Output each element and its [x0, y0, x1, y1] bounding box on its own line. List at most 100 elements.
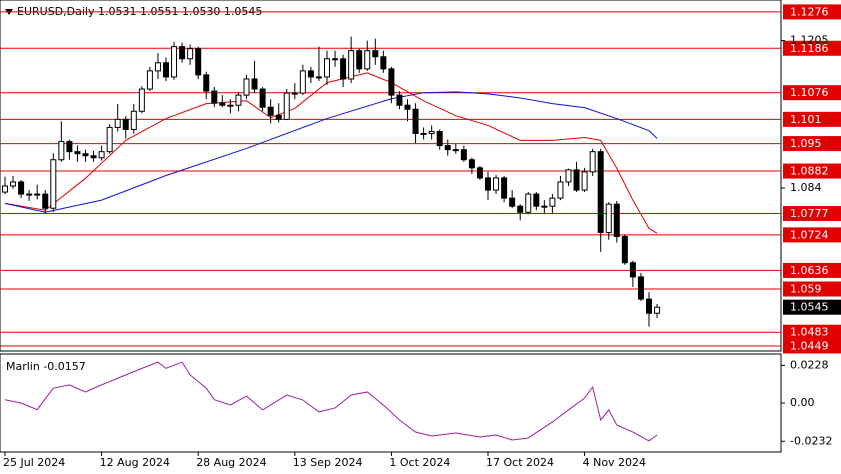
candle-body	[307, 70, 314, 78]
level-label: 1.1076	[790, 86, 829, 99]
candle-body	[613, 203, 620, 237]
candle-body	[203, 74, 210, 92]
candle-body	[130, 110, 137, 130]
candle-body	[34, 193, 41, 196]
candle-body	[412, 108, 419, 134]
candle-body	[436, 130, 443, 147]
candle-body	[452, 149, 459, 152]
level-label-bg	[783, 227, 841, 243]
level-label: 1.059	[790, 283, 822, 296]
candle-body	[517, 205, 524, 213]
level-label-bg	[783, 4, 841, 20]
x-tick-label: 12 Aug 2024	[100, 456, 170, 469]
candle-body	[501, 177, 508, 199]
x-tick-label: 25 Jul 2024	[3, 456, 65, 469]
candle-body	[364, 50, 371, 70]
candle-body	[533, 193, 540, 207]
candle-body	[428, 130, 435, 134]
x-tick-label: 4 Nov 2024	[583, 456, 646, 469]
candle-body	[58, 141, 65, 161]
candle-body	[195, 48, 202, 76]
candle-body	[573, 169, 580, 191]
candle-body	[291, 92, 298, 95]
candle-body	[114, 118, 121, 128]
candle-body	[509, 197, 516, 207]
candle-body	[372, 50, 379, 58]
indicator-panel	[0, 353, 782, 453]
candle-body	[275, 114, 282, 120]
x-tick-label: 28 Aug 2024	[196, 456, 266, 469]
candle-body	[163, 62, 169, 78]
candle-body	[2, 185, 8, 193]
candle-body	[154, 62, 161, 72]
candle-body	[66, 141, 73, 153]
candle-body	[460, 149, 467, 161]
candle-body	[179, 46, 186, 60]
candle-body	[324, 58, 330, 78]
candle-body	[380, 56, 387, 70]
candle-body	[356, 50, 363, 70]
candle-body	[251, 78, 258, 90]
indicator-line	[4, 361, 658, 442]
main-panel	[0, 0, 782, 352]
moving-average	[4, 91, 658, 213]
candle-body	[581, 171, 588, 191]
candle-body	[50, 159, 57, 209]
candle-body	[485, 177, 491, 191]
candle-body	[146, 70, 153, 90]
level-label: 1.0636	[790, 264, 829, 277]
y-tick-label: 1.084	[790, 181, 822, 194]
candle-body	[348, 50, 355, 80]
level-label: 1.0449	[790, 339, 829, 352]
candle-body	[605, 203, 612, 233]
indicator-label: Marlin -0.0157	[6, 360, 86, 373]
candle-body	[227, 104, 234, 107]
candle-body	[235, 94, 242, 106]
candle-body	[82, 153, 89, 157]
level-label: 1.1276	[790, 5, 829, 18]
candle-body	[106, 126, 113, 153]
candle-body	[138, 88, 145, 112]
level-label: 1.095	[790, 137, 822, 150]
level-label: 1.0483	[790, 326, 829, 339]
candle-body	[243, 78, 250, 96]
candle-body	[396, 94, 403, 106]
candle-body	[388, 68, 395, 96]
x-tick-label: 1 Oct 2024	[389, 456, 450, 469]
candle-body	[332, 58, 339, 61]
candle-body	[219, 102, 226, 106]
x-tick-label: 17 Oct 2024	[486, 456, 554, 469]
candle-body	[98, 151, 105, 159]
candle-body	[468, 159, 475, 169]
level-label-bg	[783, 281, 841, 297]
candle-body	[171, 46, 178, 78]
candle-body	[340, 58, 347, 80]
candle-body	[476, 167, 483, 179]
candle-body	[654, 306, 661, 314]
candle-body	[211, 90, 218, 104]
candle-body	[18, 181, 25, 195]
candle-body	[299, 70, 306, 94]
candle-body	[10, 181, 17, 187]
y-tick-label: 1.1205	[790, 34, 829, 47]
candle-body	[597, 151, 604, 233]
level-label: 1.0777	[790, 207, 829, 220]
candle-body	[122, 118, 129, 130]
y-tick-label: -0.0232	[790, 434, 832, 447]
candle-body	[541, 205, 548, 208]
level-label-bg	[783, 205, 841, 221]
level-label-bg	[783, 338, 841, 354]
candle-body	[621, 235, 628, 264]
candle-body	[42, 193, 49, 209]
level-label: 1.101	[790, 113, 822, 126]
candle-body	[493, 177, 500, 191]
level-label-bg	[783, 324, 841, 340]
candle-body	[444, 145, 451, 151]
candle-body	[267, 106, 274, 116]
candle-body	[259, 88, 266, 108]
candle-body	[565, 169, 572, 183]
candle-body	[420, 132, 427, 135]
level-label-bg	[783, 262, 841, 278]
candle-body	[74, 151, 81, 155]
